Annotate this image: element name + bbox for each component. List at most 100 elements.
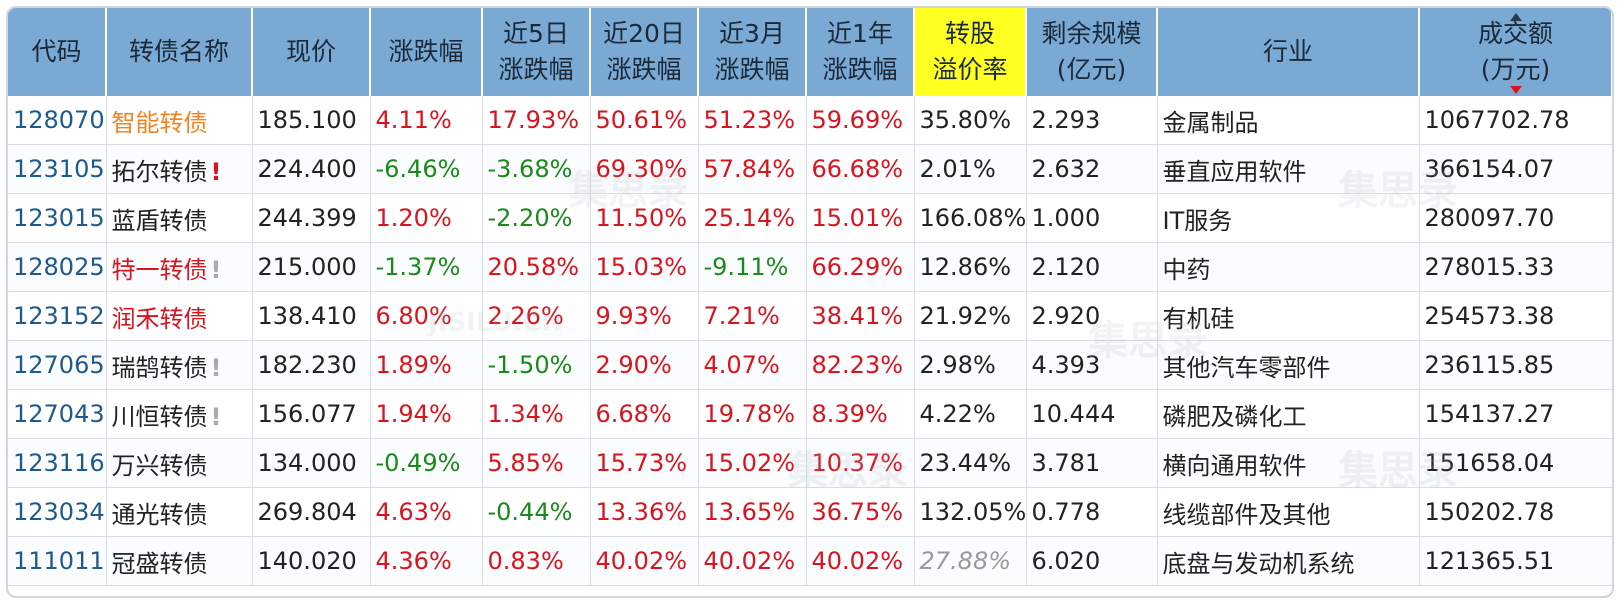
sort-descending-icon[interactable]	[1509, 86, 1522, 94]
remaining-scale-cell-text: 2.293	[1031, 106, 1101, 134]
col-header-20d-change[interactable]: 近20日 涨跌幅	[590, 8, 699, 96]
name-cell-text[interactable]: 冠盛转债	[111, 549, 208, 578]
name-cell-text[interactable]: 特一转债	[111, 255, 208, 284]
change-3m-cell: 40.02%	[698, 536, 807, 586]
change-5d-cell-text: 17.93%	[487, 106, 580, 134]
name-cell-text[interactable]: 瑞鹄转债	[111, 353, 208, 382]
sort-ascending-icon[interactable]	[1509, 13, 1522, 21]
volume-cell-text: 236115.85	[1424, 351, 1555, 379]
remaining-scale-cell: 2.632	[1026, 144, 1158, 194]
code-cell-text[interactable]: 123105	[13, 155, 105, 183]
name-cell-text[interactable]: 润禾转债	[111, 304, 208, 333]
name-cell-text[interactable]: 川恒转债	[111, 402, 208, 431]
code-cell[interactable]: 127043	[8, 389, 107, 439]
change-1y-cell-text: 8.39%	[811, 400, 888, 428]
col-header-change[interactable]: 涨跌幅	[370, 8, 483, 96]
col-header-name[interactable]: 转债名称	[106, 8, 253, 96]
col-header-code[interactable]: 代码	[8, 8, 107, 96]
code-cell-text[interactable]: 127065	[13, 351, 105, 379]
change-cell: 1.89%	[370, 340, 483, 390]
premium-rate-cell-text: 21.92%	[919, 302, 1012, 330]
table-row[interactable]: 127065 瑞鹄转债! 182.230 1.89% -1.50% 2.90% 4.07% 8…	[8, 340, 1612, 390]
change-cell: 4.36%	[370, 536, 483, 586]
name-cell-text[interactable]: 万兴转债	[111, 451, 208, 480]
name-cell[interactable]: 蓝盾转债	[106, 193, 253, 243]
premium-rate-cell: 166.08%	[914, 193, 1027, 243]
col-header-industry[interactable]: 行业	[1157, 8, 1420, 96]
name-cell-text[interactable]: 蓝盾转债	[111, 206, 208, 235]
industry-cell-text: IT服务	[1162, 206, 1233, 235]
code-cell[interactable]: 123034	[8, 487, 107, 537]
code-cell[interactable]: 128025	[8, 242, 107, 292]
table-row[interactable]: 123034 通光转债 269.804 4.63% -0.44% 13.36% 13.65%…	[8, 487, 1612, 537]
name-cell[interactable]: 润禾转债	[106, 291, 253, 341]
industry-cell-text: 中药	[1162, 255, 1211, 284]
code-cell[interactable]: 127065	[8, 340, 107, 390]
table-row[interactable]: 123015 蓝盾转债 244.399 1.20% -2.20% 11.50% 25.14%…	[8, 193, 1612, 243]
change-20d-cell-text: 69.30%	[595, 155, 688, 183]
code-cell-text[interactable]: 128070	[13, 106, 105, 134]
price-cell: 182.230	[252, 340, 371, 390]
remaining-scale-cell: 2.920	[1026, 291, 1158, 341]
code-cell[interactable]: 123105	[8, 144, 107, 194]
name-cell[interactable]: 川恒转债!	[106, 389, 253, 439]
change-3m-cell: 25.14%	[698, 193, 807, 243]
code-cell[interactable]: 111011	[8, 536, 107, 586]
col-header-price[interactable]: 现价	[252, 8, 371, 96]
table-row[interactable]: 123152 润禾转债 138.410 6.80% 2.26% 9.93% 7.21% 38.…	[8, 291, 1612, 341]
change-3m-cell-text: 4.07%	[703, 351, 780, 379]
code-cell-text[interactable]: 127043	[13, 400, 105, 428]
col-header-remaining-scale[interactable]: 剩余规模 (亿元)	[1026, 8, 1158, 96]
col-header-premium-rate[interactable]: 转股 溢价率	[914, 8, 1027, 96]
industry-cell-text: 金属制品	[1162, 108, 1259, 137]
change-20d-cell-text: 2.90%	[595, 351, 672, 379]
industry-cell-text: 横向通用软件	[1162, 451, 1307, 480]
table-row[interactable]: 128070 智能转债 185.100 4.11% 17.93% 50.61% 51.23%…	[8, 96, 1612, 145]
price-cell-text: 182.230	[257, 351, 357, 379]
name-cell[interactable]: 万兴转债	[106, 438, 253, 488]
table-row[interactable]: 123116 万兴转债 134.000 -0.49% 5.85% 15.73% 15.02%…	[8, 438, 1612, 488]
name-cell-text[interactable]: 通光转债	[111, 500, 208, 529]
change-cell-text: 4.11%	[375, 106, 452, 134]
name-cell[interactable]: 拓尔转债!	[106, 144, 253, 194]
col-header-3m-change[interactable]: 近3月 涨跌幅	[698, 8, 807, 96]
table-row[interactable]: 128025 特一转债! 215.000 -1.37% 20.58% 15.03% -9.1…	[8, 242, 1612, 292]
table-row[interactable]: 123105 拓尔转债! 224.400 -6.46% -3.68% 69.30% 57.8…	[8, 144, 1612, 194]
code-cell[interactable]: 123116	[8, 438, 107, 488]
code-cell[interactable]: 123015	[8, 193, 107, 243]
change-3m-cell-text: 19.78%	[703, 400, 796, 428]
name-cell-text[interactable]: 拓尔转债	[111, 157, 208, 186]
code-cell-text[interactable]: 123116	[13, 449, 105, 477]
col-header-volume[interactable]: 成交额 (万元)	[1419, 8, 1612, 96]
change-cell: -1.37%	[370, 242, 483, 292]
code-cell-text[interactable]: 123015	[13, 204, 105, 232]
name-cell[interactable]: 瑞鹄转债!	[106, 340, 253, 390]
name-cell[interactable]: 智能转债	[106, 96, 253, 145]
table-row[interactable]: 111011 冠盛转债 140.020 4.36% 0.83% 40.02% 40.02% 4…	[8, 536, 1612, 586]
change-20d-cell: 11.50%	[590, 193, 699, 243]
premium-rate-cell-text: 2.98%	[919, 351, 996, 379]
change-cell: 4.63%	[370, 487, 483, 537]
col-header-5d-change[interactable]: 近5日 涨跌幅	[482, 8, 591, 96]
code-cell-text[interactable]: 128025	[13, 253, 105, 281]
price-cell-text: 224.400	[257, 155, 357, 183]
industry-cell: 横向通用软件	[1157, 438, 1420, 488]
code-cell[interactable]: 128070	[8, 96, 107, 145]
col-header-1y-change[interactable]: 近1年 涨跌幅	[806, 8, 915, 96]
table-row[interactable]: 127043 川恒转债! 156.077 1.94% 1.34% 6.68% 19.78% 8…	[8, 389, 1612, 439]
code-cell-text[interactable]: 123034	[13, 498, 105, 526]
change-20d-cell: 9.93%	[590, 291, 699, 341]
name-cell[interactable]: 通光转债	[106, 487, 253, 537]
change-3m-cell-text: 57.84%	[703, 155, 796, 183]
code-cell-text[interactable]: 123152	[13, 302, 105, 330]
name-cell-text[interactable]: 智能转债	[111, 108, 208, 137]
volume-cell-text: 366154.07	[1424, 155, 1555, 183]
code-cell[interactable]: 123152	[8, 291, 107, 341]
price-cell: 156.077	[252, 389, 371, 439]
name-cell[interactable]: 冠盛转债	[106, 536, 253, 586]
change-20d-cell-text: 13.36%	[595, 498, 688, 526]
remaining-scale-cell-text: 2.632	[1031, 155, 1101, 183]
name-cell[interactable]: 特一转债!	[106, 242, 253, 292]
change-1y-cell-text: 10.37%	[811, 449, 904, 477]
code-cell-text[interactable]: 111011	[13, 547, 105, 575]
